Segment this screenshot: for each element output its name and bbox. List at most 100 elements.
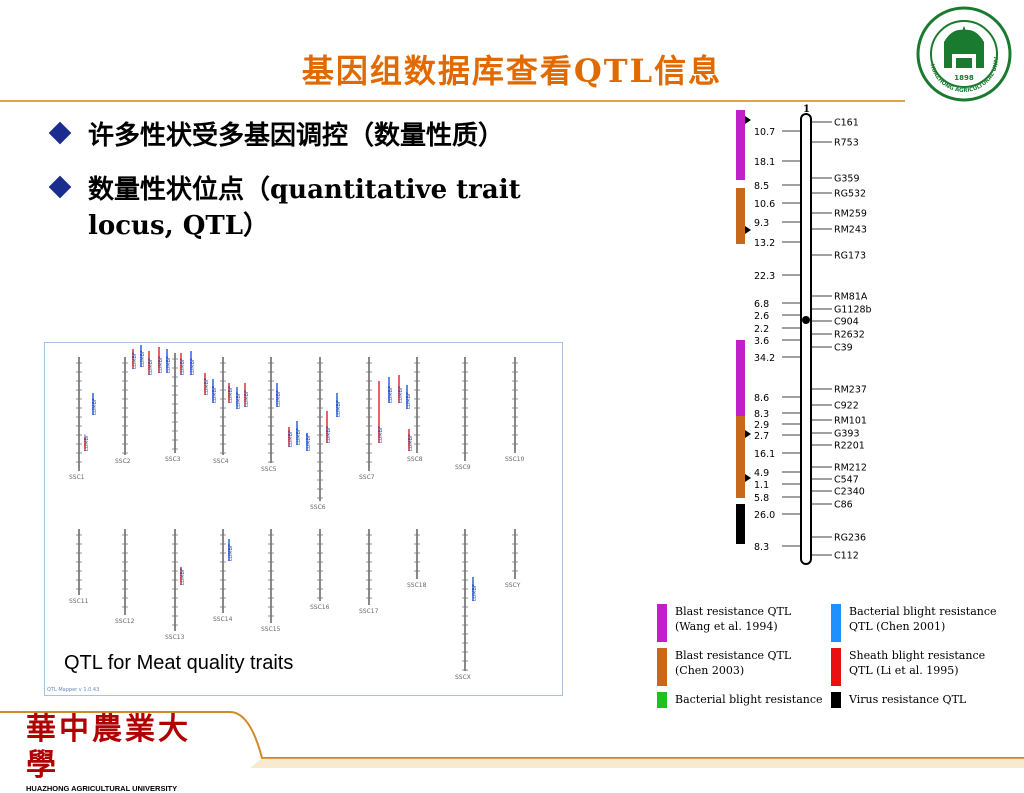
legend-swatch	[657, 648, 667, 686]
chromosome-label: SSC14	[213, 616, 233, 623]
chromosome-label: SSCY	[505, 582, 521, 589]
qtl-label: LUMBF	[180, 358, 186, 375]
chromosome-label: SSC8	[407, 456, 423, 463]
qtl-label: LUMBF	[228, 544, 234, 561]
genetic-distance: 34.2	[754, 353, 775, 364]
qtl-label: LUMBF	[148, 358, 154, 375]
qtl-label: LUMBF	[326, 426, 332, 443]
genetic-distance: 1.1	[754, 480, 769, 491]
diamond-bullet-icon	[48, 121, 72, 145]
genetic-distance: 26.0	[754, 510, 775, 521]
qtl-peak-marker	[745, 474, 751, 482]
university-seal-logo: 1898 HUAZHONG AGRICULTURAL UNIVERSITY	[916, 6, 1012, 102]
marker-name: R2201	[834, 441, 865, 452]
marker-name: G393	[834, 429, 860, 440]
genetic-distance: 8.3	[754, 409, 769, 420]
university-name-en: HUAZHONG AGRICULTURAL UNIVERSITY	[26, 784, 216, 793]
qtl-label: LUMBF	[398, 386, 404, 403]
title-underline	[0, 100, 905, 102]
diamond-bullet-icon	[48, 175, 72, 199]
genetic-distance: 6.8	[754, 299, 769, 310]
qtl-label: LUMBF	[406, 392, 412, 409]
qtl-segment	[736, 188, 745, 244]
qtl-peak-marker	[745, 430, 751, 438]
university-name-cn: 華中農業大學	[26, 712, 191, 783]
chromosome-label: SSC9	[455, 464, 471, 471]
legend-swatch	[831, 648, 841, 686]
qtl-label: LUMBF	[84, 434, 90, 451]
qtl-segment	[736, 110, 745, 180]
qtl-label: LUMBF	[212, 386, 218, 403]
legend-item: Bacterial blight resistance QTL (Chen 20…	[831, 604, 1009, 642]
genetic-distance: 4.9	[754, 468, 769, 479]
chromosome-number: 1	[803, 104, 810, 115]
qtl-mapper-version: QTL Mapper v 1.0.43	[47, 687, 99, 693]
rice-chromosome-1-map: 1 10.7 18.1 8.5 10.6 9.3 13.2 22.3 6.82.6 2.23.6 3…	[736, 104, 872, 565]
qtl-segment	[736, 416, 745, 462]
legend-item: Blast resistance QTL (Wang et al. 1994)	[657, 604, 803, 642]
footer-decoration	[0, 708, 1024, 768]
bullet-text: 数量性状位点（quantitative trait locus, QTL）	[88, 175, 521, 241]
qtl-label: LUMBF	[296, 428, 302, 445]
marker-name: C922	[834, 401, 859, 412]
qtl-label: LUMBF	[158, 356, 164, 373]
bullet-text: 许多性状受多基因调控（数量性质）	[88, 121, 505, 151]
slide-title: 基因组数据库查看QTL信息	[301, 52, 723, 90]
chromosome-label: SSC2	[115, 458, 131, 465]
chromosome-label: SSC5	[261, 466, 277, 473]
chromosome-label: SSC17	[359, 608, 379, 615]
genetic-distance: 2.6	[754, 311, 769, 322]
bullet-item: 许多性状受多基因调控（数量性质）	[48, 118, 648, 154]
legend-label: Bacterial blight resistance QTL (Chen 20…	[849, 605, 997, 633]
qtl-segment	[736, 504, 745, 544]
chromosome-label: SSC1	[69, 474, 85, 481]
marker-name: C2340	[834, 487, 865, 498]
marker-name: G1128b	[834, 305, 872, 316]
genetic-distance: 2.2	[754, 324, 769, 335]
qtl-label: LUMBF	[166, 356, 172, 373]
qtl-map-caption: QTL for Meat quality traits	[64, 652, 294, 674]
chromosome-label: SSC18	[407, 582, 427, 589]
marker-name: C904	[834, 317, 859, 328]
chromosome-label: SSC13	[165, 634, 185, 641]
legend-item: Sheath blight resistance QTL (Li et al. …	[831, 648, 999, 686]
legend-label: Sheath blight resistance QTL (Li et al. …	[849, 649, 986, 677]
qtl-label: LUMBF	[472, 584, 478, 601]
qtl-label: LUMBF	[378, 426, 384, 443]
legend-label: Blast resistance QTL (Chen 2003)	[675, 649, 792, 677]
marker-name: RM259	[834, 209, 867, 220]
chromosome-label: SSC16	[310, 604, 330, 611]
qtl-label: LUMBF	[336, 400, 342, 417]
genetic-distance: 8.5	[754, 181, 769, 192]
qtl-label: LUMBF	[244, 390, 250, 407]
marker-name: RM101	[834, 416, 867, 427]
qtl-label: LUMBF	[288, 430, 294, 447]
chromosome-label: SSCX	[455, 674, 471, 681]
qtl-segment	[736, 452, 745, 498]
marker-name: C86	[834, 500, 853, 511]
genetic-distance: 2.9	[754, 420, 769, 431]
qtl-label: LUMBF	[132, 352, 138, 369]
chromosome-label: SSC12	[115, 618, 135, 625]
centromere	[802, 316, 810, 324]
marker-name: C39	[834, 343, 853, 354]
legend-item: Blast resistance QTL (Chen 2003)	[657, 648, 803, 686]
qtl-map-figure: SSC1 SSC2 SSC3 SSC4 SSC5 SSC6 SSC7 SSC8 SSC9 SSC1…	[44, 342, 563, 696]
qtl-label: LUMBF	[140, 350, 146, 367]
legend-swatch	[657, 604, 667, 642]
marker-name: R753	[834, 138, 859, 149]
genetic-distance: 8.6	[754, 393, 769, 404]
marker-name: RG236	[834, 533, 866, 544]
seal-year: 1898	[954, 74, 974, 82]
qtl-label: LUMBF	[180, 568, 186, 585]
marker-name: RM243	[834, 225, 867, 236]
legend-swatch	[831, 604, 841, 642]
chromosome-label: SSC3	[165, 456, 181, 463]
genetic-distance: 18.1	[754, 157, 775, 168]
qtl-label: LUMBF	[92, 398, 98, 415]
genetic-distance: 10.7	[754, 127, 775, 138]
bullet-item: 数量性状位点（quantitative trait locus, QTL）	[48, 172, 648, 244]
chromosome-body	[800, 113, 812, 565]
marker-name: C547	[834, 475, 859, 486]
genetic-distance: 2.7	[754, 431, 769, 442]
